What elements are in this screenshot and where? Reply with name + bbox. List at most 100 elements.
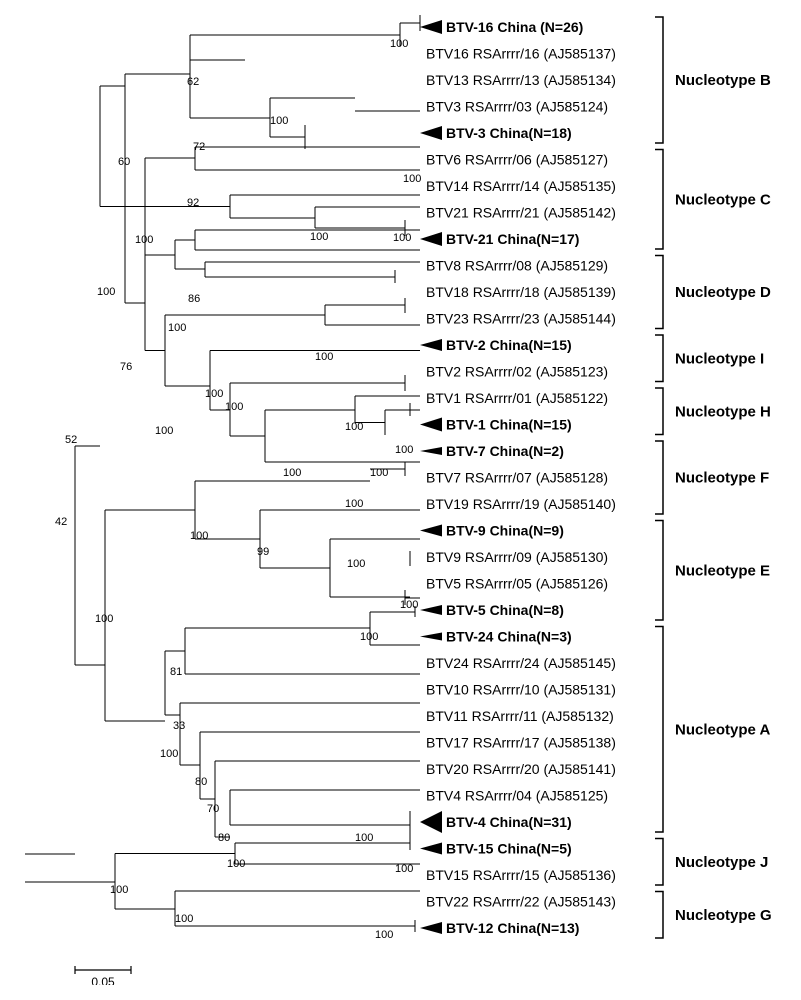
support-value: 100 [155, 425, 173, 437]
collapsed-clade-triangle [420, 811, 442, 833]
collapsed-clade-triangle [420, 20, 442, 34]
support-value: 100 [403, 173, 421, 185]
support-value: 100 [190, 530, 208, 542]
tip-label: BTV11 RSArrrr/11 (AJ585132) [426, 708, 614, 724]
group-label: Nucleotype D [675, 284, 771, 301]
tip-label: BTV1 RSArrrr/01 (AJ585122) [426, 390, 608, 406]
support-value: 100 [347, 558, 365, 570]
group-bracket [655, 17, 663, 143]
group-label: Nucleotype B [675, 72, 771, 89]
collapsed-clade-triangle [420, 633, 442, 641]
tip-label: BTV-16 China (N=26) [446, 19, 583, 35]
collapsed-clade-triangle [420, 339, 442, 351]
support-value: 81 [170, 666, 182, 678]
tip-label: BTV-21 China(N=17) [446, 231, 579, 247]
tip-label: BTV2 RSArrrr/02 (AJ585123) [426, 364, 608, 380]
tip-label: BTV-3 China(N=18) [446, 125, 572, 141]
tip-label: BTV23 RSArrrr/23 (AJ585144) [426, 311, 616, 327]
tip-label: BTV18 RSArrrr/18 (AJ585139) [426, 284, 616, 300]
phylogenetic-tree: BTV-16 China (N=26) BTV16 RSArrrr/16 (AJ5… [15, 15, 786, 985]
support-value: 86 [188, 293, 200, 305]
support-value: 60 [118, 156, 130, 168]
support-value: 100 [270, 115, 288, 127]
tip-label: BTV-24 China(N=3) [446, 629, 572, 645]
support-value: 62 [187, 76, 199, 88]
support-value: 100 [97, 286, 115, 298]
group-bracket [655, 839, 663, 886]
support-value: 100 [345, 421, 363, 433]
tip-label: BTV-2 China(N=15) [446, 337, 572, 353]
support-value: 92 [187, 197, 199, 209]
support-value: 80 [195, 776, 207, 788]
support-value: 100 [227, 858, 245, 870]
support-value: 70 [207, 803, 219, 815]
collapsed-clade-triangle [420, 843, 442, 855]
support-value: 100 [345, 498, 363, 510]
tip-label: BTV10 RSArrrr/10 (AJ585131) [426, 682, 616, 698]
group-bracket [655, 892, 663, 939]
tip-label: BTV-9 China(N=9) [446, 523, 564, 539]
tip-label: BTV-12 China(N=13) [446, 920, 579, 936]
tip-label: BTV3 RSArrrr/03 (AJ585124) [426, 99, 608, 115]
tip-label: BTV14 RSArrrr/14 (AJ585135) [426, 178, 616, 194]
support-value: 99 [257, 546, 269, 558]
tip-label: BTV-5 China(N=8) [446, 602, 564, 618]
support-value: 100 [355, 832, 373, 844]
group-label: Nucleotype A [675, 721, 770, 738]
support-value: 100 [370, 467, 388, 479]
group-label: Nucleotype F [675, 470, 769, 487]
group-bracket [655, 627, 663, 833]
support-value: 52 [65, 434, 77, 446]
group-bracket [655, 150, 663, 250]
support-value: 100 [360, 631, 378, 643]
tip-label: BTV7 RSArrrr/07 (AJ585128) [426, 470, 608, 486]
collapsed-clade-triangle [420, 447, 442, 455]
support-value: 100 [95, 613, 113, 625]
tip-label: BTV5 RSArrrr/05 (AJ585126) [426, 576, 608, 592]
collapsed-clade-triangle [420, 605, 442, 615]
group-bracket [655, 441, 663, 514]
support-value: 42 [55, 516, 67, 528]
tip-label: BTV24 RSArrrr/24 (AJ585145) [426, 655, 616, 671]
support-value: 100 [315, 351, 333, 363]
support-value: 80 [218, 832, 230, 844]
collapsed-clade-triangle [420, 418, 442, 432]
support-value: 100 [205, 388, 223, 400]
group-label: Nucleotype G [675, 907, 772, 924]
tip-label: BTV4 RSArrrr/04 (AJ585125) [426, 788, 608, 804]
group-bracket [655, 335, 663, 382]
tip-label: BTV22 RSArrrr/22 (AJ585143) [426, 894, 616, 910]
tip-label: BTV-7 China(N=2) [446, 443, 564, 459]
tip-label: BTV6 RSArrrr/06 (AJ585127) [426, 152, 608, 168]
tip-label: BTV-4 China(N=31) [446, 814, 572, 830]
tip-label: BTV13 RSArrrr/13 (AJ585134) [426, 72, 616, 88]
tip-label: BTV16 RSArrrr/16 (AJ585137) [426, 46, 616, 62]
tip-label: BTV19 RSArrrr/19 (AJ585140) [426, 496, 616, 512]
collapsed-clade-triangle [420, 126, 442, 140]
scale-bar-label: 0.05 [91, 975, 115, 985]
tip-label: BTV8 RSArrrr/08 (AJ585129) [426, 258, 608, 274]
support-value: 100 [390, 38, 408, 50]
support-value: 100 [225, 401, 243, 413]
group-bracket [655, 256, 663, 329]
collapsed-clade-triangle [420, 525, 442, 537]
support-value: 72 [193, 141, 205, 153]
support-value: 100 [310, 231, 328, 243]
group-label: Nucleotype H [675, 403, 771, 420]
support-value: 100 [393, 232, 411, 244]
collapsed-clade-triangle [420, 922, 442, 934]
group-label: Nucleotype C [675, 191, 771, 208]
collapsed-clade-triangle [420, 232, 442, 246]
support-value: 100 [375, 929, 393, 941]
tip-label: BTV-15 China(N=5) [446, 841, 572, 857]
tip-label: BTV21 RSArrrr/21 (AJ585142) [426, 205, 616, 221]
group-label: Nucleotype E [675, 562, 770, 579]
support-value: 100 [395, 444, 413, 456]
support-value: 100 [400, 599, 418, 611]
support-value: 100 [175, 913, 193, 925]
tip-label: BTV15 RSArrrr/15 (AJ585136) [426, 867, 616, 883]
tip-label: BTV9 RSArrrr/09 (AJ585130) [426, 549, 608, 565]
group-label: Nucleotype I [675, 350, 764, 367]
support-value: 100 [110, 884, 128, 896]
group-bracket [655, 388, 663, 435]
